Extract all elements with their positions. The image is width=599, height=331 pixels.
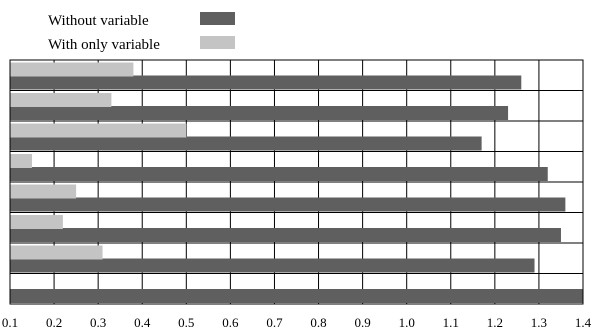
bar-with-only-variable-6 [10,245,103,260]
bar-without-variable-7 [10,289,583,303]
x-tick-label-2: 0.3 [90,315,106,330]
x-tick-label-1: 0.2 [46,315,62,330]
x-tick-label-7: 0.8 [310,315,326,330]
bar-with-only-variable-3 [10,154,33,168]
plot-border [9,59,584,305]
x-axis-tick-labels: 0.1 0.2 0.3 0.4 0.5 0.6 0.7 0.8 0.9 1.0 1.1 1.2 1.3 1… [2,315,592,330]
bar-with-only-variable-5 [10,215,63,229]
legend-swatch-without-variable [200,12,235,25]
x-tick-label-11: 1.2 [487,315,503,330]
bar-without-variable-5 [10,228,561,242]
x-tick-label-13: 1.4 [575,315,592,330]
legend-swatch-with-only-variable [200,36,235,49]
bar-with-only-variable-2 [10,123,187,138]
x-tick-label-9: 1.0 [399,315,415,330]
x-tick-label-12: 1.3 [531,315,547,330]
bar-without-variable-4 [10,197,566,212]
bar-without-variable-6 [10,258,535,273]
x-tick-label-8: 0.9 [354,315,370,330]
legend: Without variable With only variable [48,12,235,53]
x-tick-label-4: 0.5 [178,315,194,330]
bar-with-only-variable-4 [10,184,77,199]
bar-without-variable-0 [10,75,522,90]
x-tick-label-0: 0.1 [2,315,18,330]
plot-frame [9,59,584,305]
bar-with-only-variable-0 [10,62,134,77]
legend-label-without-variable: Without variable [48,13,149,29]
bar-without-variable-1 [10,106,509,120]
legend-label-with-only-variable: With only variable [48,37,160,53]
x-tick-label-6: 0.7 [266,315,283,330]
bar-without-variable-2 [10,136,482,151]
bars [10,62,583,303]
bar-with-only-variable-1 [10,93,112,107]
x-tick-label-10: 1.1 [443,315,459,330]
x-tick-label-5: 0.6 [222,315,239,330]
bar-without-variable-3 [10,167,548,181]
x-tick-label-3: 0.4 [134,315,151,330]
